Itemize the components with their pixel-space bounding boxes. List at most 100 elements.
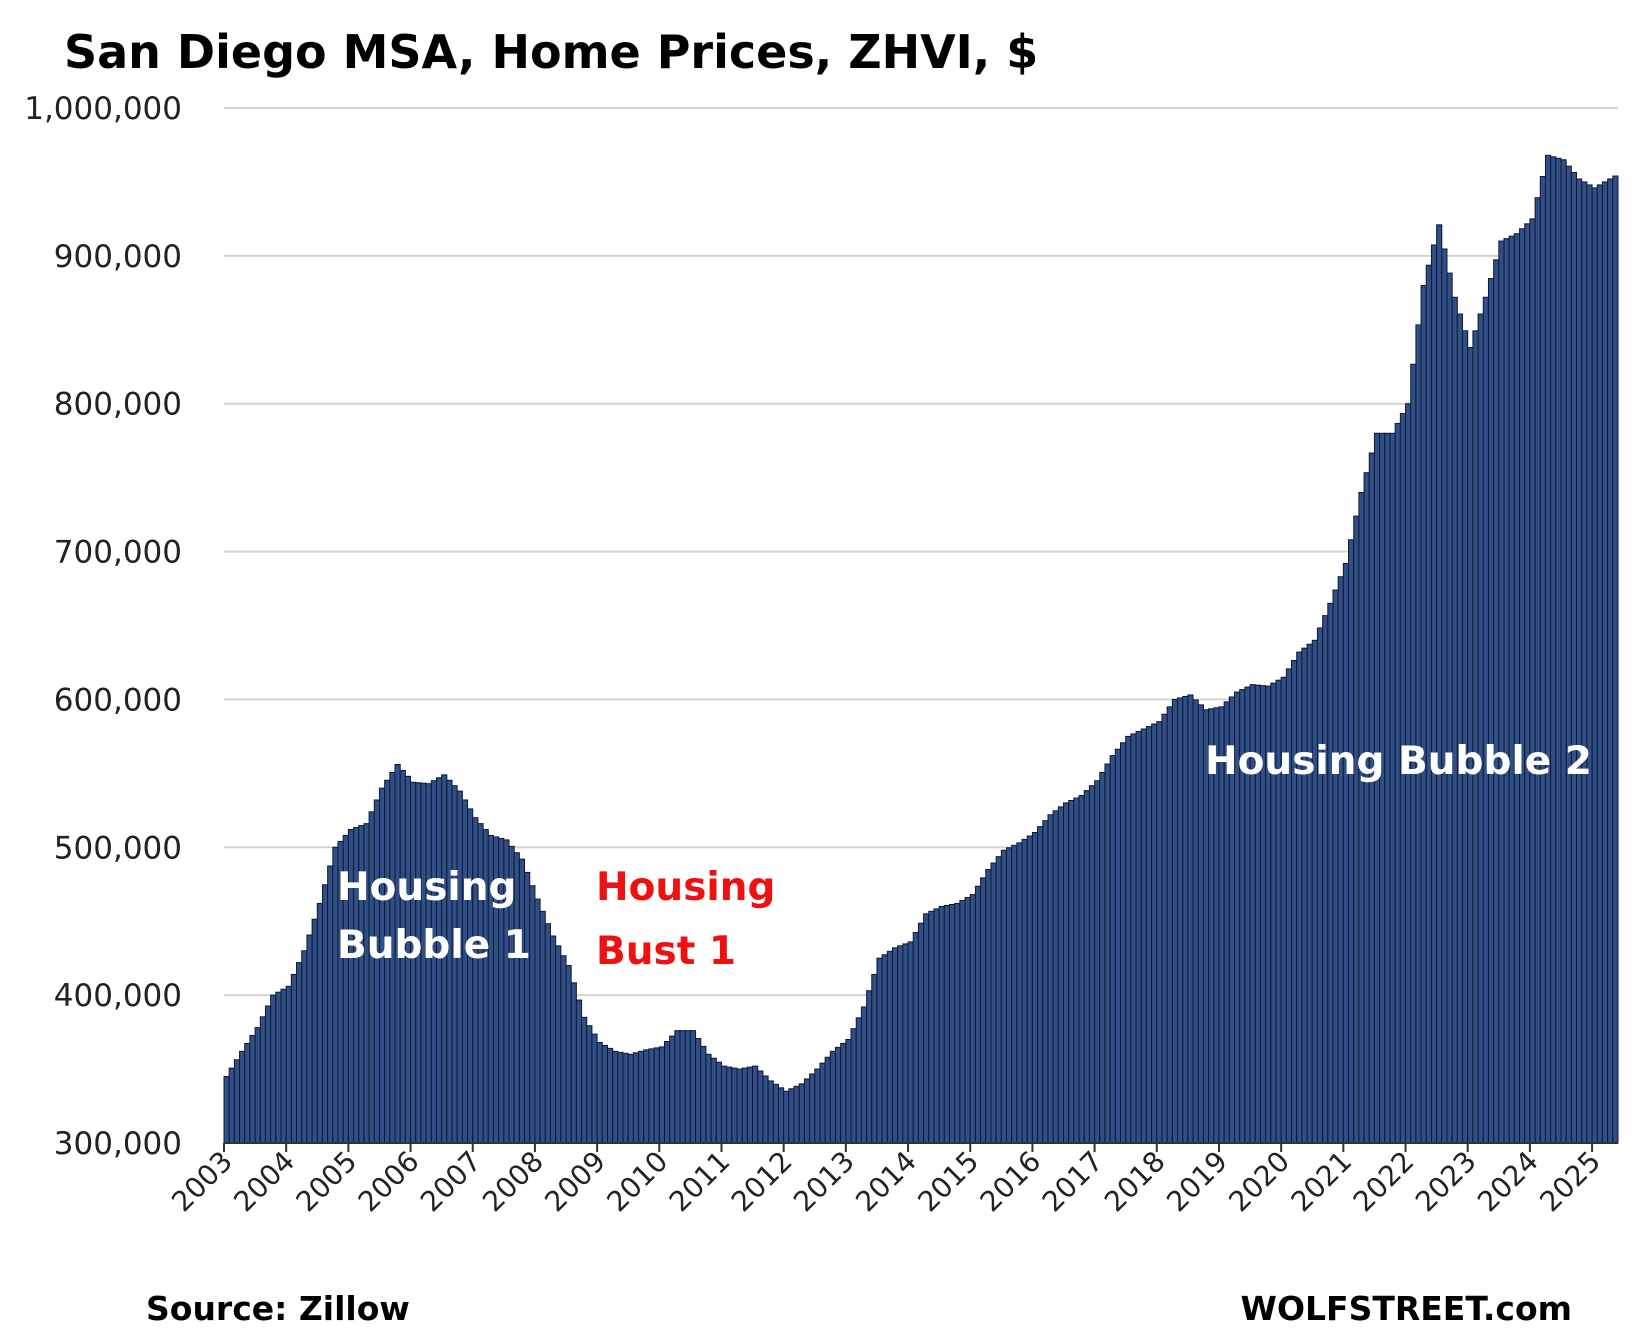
x-tick-label: 2022 [1347,1145,1421,1219]
bar [1000,849,1008,1144]
bar [1192,699,1199,1144]
bar [1327,602,1334,1144]
bar [565,965,572,1144]
bar [1539,176,1546,1144]
bar [959,900,966,1144]
bar [1534,197,1541,1144]
bar [270,994,277,1144]
bar [1358,491,1365,1144]
bar [710,1057,717,1144]
bar [1047,814,1054,1144]
bar [306,934,313,1144]
bar [249,1035,256,1144]
bar [1006,847,1013,1144]
bar [907,941,914,1144]
bar [1503,238,1510,1144]
bar [1057,806,1065,1144]
bar [772,1083,779,1144]
bar [1037,826,1044,1144]
bar [638,1050,645,1144]
bar [881,954,888,1144]
bar [850,1028,857,1144]
bar [964,897,971,1144]
bar [1441,248,1448,1144]
bar [814,1068,821,1144]
bar [798,1083,805,1144]
bar [715,1061,722,1144]
bar [601,1044,608,1144]
bar [1368,452,1375,1144]
bar [1311,639,1318,1144]
bar [726,1066,733,1144]
bar [1109,755,1116,1144]
bar [1576,178,1583,1144]
x-tick-label: 2014 [849,1145,923,1219]
x-tick-label: 2013 [787,1145,861,1219]
annotation-bust1-line2: Bust 1 [596,929,736,974]
bar [1477,313,1484,1144]
bar [622,1052,629,1144]
bar [897,945,904,1144]
bar [1161,713,1168,1144]
bar [627,1053,634,1144]
bar [1472,330,1479,1144]
bar [1026,835,1033,1144]
bar [290,973,298,1144]
x-tick-label: 2010 [601,1145,675,1219]
bar [632,1052,640,1144]
annotation-bubble1-line1: Housing [337,865,516,910]
bar [1151,723,1158,1144]
bar [544,923,551,1144]
x-tick-label: 2021 [1285,1145,1359,1219]
bar [892,947,899,1144]
x-tick-label: 2008 [476,1145,550,1219]
bar [871,973,878,1144]
bar [876,957,883,1144]
y-tick-label: 400,000 [54,978,182,1014]
bar [1379,432,1386,1144]
bar [902,943,909,1144]
bar [1513,233,1521,1144]
y-tick-label: 700,000 [54,535,182,571]
credit-label: WOLFSTREET.com [1241,1289,1572,1328]
bar [1363,472,1370,1144]
bar [1436,224,1443,1144]
bar [1156,721,1163,1144]
bar [793,1085,800,1144]
annotation-bust1-line1: Housing [596,865,775,910]
bar [1094,780,1101,1144]
bar [560,955,567,1144]
y-axis: 300,000 400,000 500,000 600,000 700,000 800,0… [24,91,182,1162]
x-tick-label: 2017 [1036,1145,1110,1219]
annotation-bubble1-line2: Bubble 1 [337,923,531,968]
bar [643,1049,650,1144]
y-tick-label: 900,000 [54,239,182,275]
x-tick-label: 2012 [725,1145,799,1219]
bar [980,877,987,1144]
bar [974,885,982,1144]
bar [648,1048,655,1144]
bar [1031,832,1039,1144]
bar [1524,223,1531,1144]
bar [923,913,930,1144]
bar [674,1030,681,1144]
bar [254,1027,261,1144]
bar [949,903,956,1144]
bar [1591,187,1598,1144]
bar [368,811,375,1144]
bar [969,894,976,1144]
bar [1430,244,1438,1144]
bar [1508,235,1515,1144]
bar [327,865,334,1144]
bar [669,1035,676,1144]
bar [1140,728,1147,1144]
bar [736,1068,743,1144]
bar [311,918,318,1144]
bar [803,1078,811,1144]
bar [809,1073,816,1144]
bar [752,1065,759,1144]
annotation-bubble2: Housing Bubble 2 [1205,739,1592,784]
bar [1550,156,1557,1144]
bar [1114,748,1122,1144]
